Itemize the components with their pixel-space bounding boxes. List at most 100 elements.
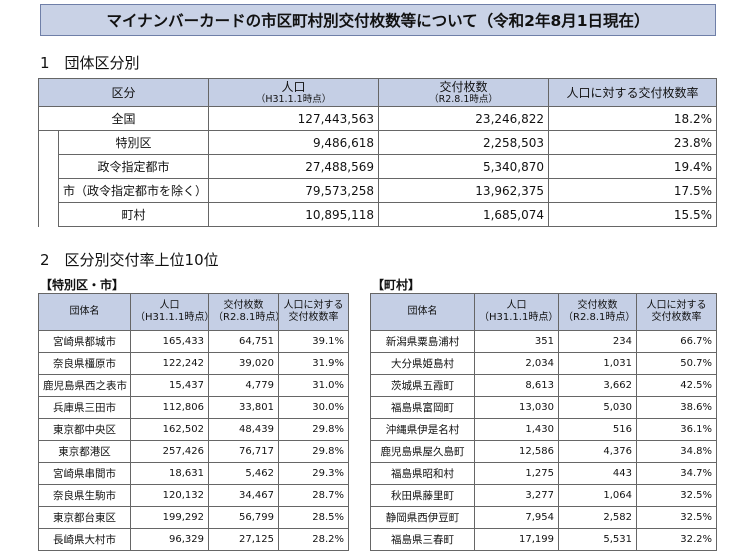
- population-cell: 7,954: [474, 506, 559, 529]
- rate-cell: 29.8%: [278, 418, 349, 441]
- table-row: 静岡県西伊豆町 7,954 2,582 32.5%: [370, 506, 717, 529]
- rate-cell: 32.5%: [636, 484, 717, 507]
- population-cell: 15,437: [130, 374, 209, 397]
- population-cell: 96,329: [130, 528, 209, 551]
- issued-cell: 516: [558, 418, 637, 441]
- population-cell: 17,199: [474, 528, 559, 551]
- population-cell: 9,486,618: [208, 130, 380, 155]
- issued-cell: 443: [558, 462, 637, 485]
- issued-cell: 2,582: [558, 506, 637, 529]
- row-label: 町村: [57, 202, 210, 227]
- name-cell: 大分県姫島村: [370, 352, 475, 375]
- name-cell: 宮崎県串間市: [38, 462, 131, 485]
- table-row: 福島県三春町 17,199 5,531 32.2%: [370, 528, 717, 551]
- rate-cell: 38.6%: [636, 396, 717, 419]
- table-row: 東京都台東区 199,292 56,799 28.5%: [38, 506, 349, 529]
- rate-cell: 19.4%: [548, 154, 718, 179]
- population-cell: 199,292: [130, 506, 209, 529]
- name-cell: 鹿児島県西之表市: [38, 374, 131, 397]
- issued-cell: 5,462: [208, 462, 279, 485]
- issued-cell: 5,340,870: [378, 154, 550, 179]
- row-label: 政令指定都市: [57, 154, 210, 179]
- issued-cell: 13,962,375: [378, 178, 550, 203]
- name-cell: 東京都台東区: [38, 506, 131, 529]
- rate-cell: 18.2%: [548, 106, 718, 131]
- table-row: 東京都中央区 162,502 48,439 29.8%: [38, 418, 349, 441]
- population-cell: 162,502: [130, 418, 209, 441]
- rate-cell: 28.7%: [278, 484, 349, 507]
- header-rate: 人口に対する交付枚数率: [278, 293, 349, 331]
- name-cell: 奈良県橿原市: [38, 352, 131, 375]
- issued-cell: 76,717: [208, 440, 279, 463]
- header-rate: 人口に対する交付枚数率: [636, 293, 717, 331]
- category-summary-table: 区分 人口 （H31.1.1時点） 交付枚数 （R2.8.1時点） 人口に対する交付…: [37, 78, 718, 227]
- issued-cell: 34,467: [208, 484, 279, 507]
- issued-cell: 2,258,503: [378, 130, 550, 155]
- table-row: 秋田県藤里町 3,277 1,064 32.5%: [370, 484, 717, 507]
- population-cell: 165,433: [130, 330, 209, 353]
- header-issued: 交付枚数 （R2.8.1時点）: [208, 293, 279, 331]
- issued-cell: 234: [558, 330, 637, 353]
- rate-cell: 23.8%: [548, 130, 718, 155]
- header-name: 団体名: [38, 293, 131, 331]
- page-title: マイナンバーカードの市区町村別交付枚数等について（令和2年8月1日現在）: [40, 4, 716, 36]
- population-cell: 79,573,258: [208, 178, 380, 203]
- rate-cell: 31.9%: [278, 352, 349, 375]
- table-row: 茨城県五霞町 8,613 3,662 42.5%: [370, 374, 717, 397]
- rate-cell: 31.0%: [278, 374, 349, 397]
- table-row: 鹿児島県西之表市 15,437 4,779 31.0%: [38, 374, 349, 397]
- issued-cell: 23,246,822: [378, 106, 550, 131]
- issued-cell: 5,531: [558, 528, 637, 551]
- header-issued: 交付枚数 （R2.8.1時点）: [378, 78, 550, 107]
- issued-cell: 48,439: [208, 418, 279, 441]
- population-cell: 1,430: [474, 418, 559, 441]
- population-cell: 27,488,569: [208, 154, 380, 179]
- population-cell: 13,030: [474, 396, 559, 419]
- name-cell: 宮崎県都城市: [38, 330, 131, 353]
- rate-cell: 39.1%: [278, 330, 349, 353]
- issued-cell: 33,801: [208, 396, 279, 419]
- table-row: 新潟県粟島浦村 351 234 66.7%: [370, 330, 717, 353]
- rate-cell: 32.5%: [636, 506, 717, 529]
- ranking-table-cities: 団体名 人口 （H31.1.1時点） 交付枚数 （R2.8.1時点） 人口に対する交…: [38, 293, 349, 551]
- issued-cell: 4,376: [558, 440, 637, 463]
- header-population: 人口 （H31.1.1時点）: [130, 293, 209, 331]
- section-2-heading: 2 区分別交付率上位10位: [40, 251, 219, 269]
- table-row: 福島県昭和村 1,275 443 34.7%: [370, 462, 717, 485]
- table-row: 奈良県橿原市 122,242 39,020 31.9%: [38, 352, 349, 375]
- population-cell: 18,631: [130, 462, 209, 485]
- table-row: 町村 10,895,118 1,685,074 15.5%: [39, 202, 718, 227]
- table-row: 市（政令指定都市を除く） 79,573,258 13,962,375 17.5%: [39, 178, 718, 203]
- name-cell: 東京都港区: [38, 440, 131, 463]
- left-table-label: 【特別区・市】: [40, 278, 125, 292]
- header-issued: 交付枚数 （R2.8.1時点）: [558, 293, 637, 331]
- population-cell: 2,034: [474, 352, 559, 375]
- issued-cell: 64,751: [208, 330, 279, 353]
- ranking-table-towns: 団体名 人口 （H31.1.1時点） 交付枚数 （R2.8.1時点） 人口に対する交…: [370, 293, 717, 551]
- rate-cell: 17.5%: [548, 178, 718, 203]
- rate-cell: 28.2%: [278, 528, 349, 551]
- table-row: 特別区 9,486,618 2,258,503 23.8%: [38, 130, 718, 227]
- rate-cell: 32.2%: [636, 528, 717, 551]
- table-row: 政令指定都市 27,488,569 5,340,870 19.4%: [39, 154, 718, 179]
- table-row: 福島県富岡町 13,030 5,030 38.6%: [370, 396, 717, 419]
- table-row: 東京都港区 257,426 76,717 29.8%: [38, 440, 349, 463]
- issued-cell: 5,030: [558, 396, 637, 419]
- name-cell: 沖縄県伊是名村: [370, 418, 475, 441]
- rate-cell: 42.5%: [636, 374, 717, 397]
- issued-cell: 3,662: [558, 374, 637, 397]
- section-1-heading: 1 団体区分別: [40, 54, 140, 72]
- row-label: 特別区: [57, 130, 210, 155]
- population-cell: 3,277: [474, 484, 559, 507]
- name-cell: 茨城県五霞町: [370, 374, 475, 397]
- table-row: 大分県姫島村 2,034 1,031 50.7%: [370, 352, 717, 375]
- rate-cell: 36.1%: [636, 418, 717, 441]
- issued-cell: 56,799: [208, 506, 279, 529]
- rate-cell: 30.0%: [278, 396, 349, 419]
- rate-cell: 15.5%: [548, 202, 718, 227]
- name-cell: 鹿児島県屋久島町: [370, 440, 475, 463]
- header-rate: 人口に対する交付枚数率: [548, 78, 718, 107]
- table-header-row: 団体名 人口 （H31.1.1時点） 交付枚数 （R2.8.1時点） 人口に対する交…: [38, 293, 349, 331]
- name-cell: 新潟県粟島浦村: [370, 330, 475, 353]
- rate-cell: 50.7%: [636, 352, 717, 375]
